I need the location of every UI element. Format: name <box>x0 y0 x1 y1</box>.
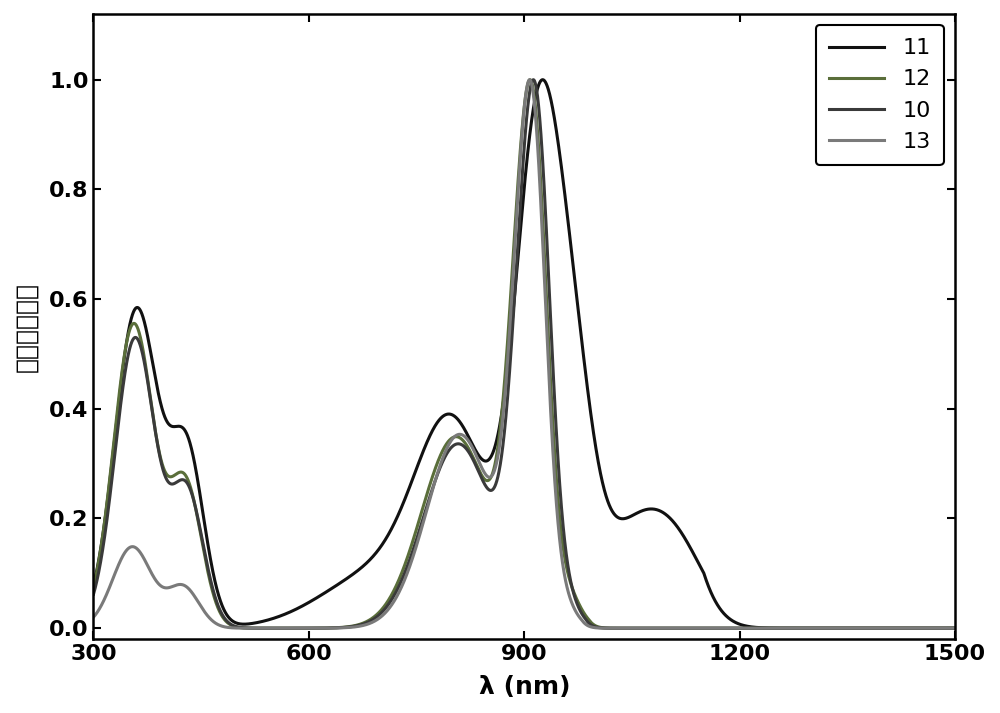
12 <box>880 624 892 632</box>
10 <box>949 624 961 632</box>
Line: 10: 10 <box>93 80 955 628</box>
10 <box>923 624 935 632</box>
13 <box>87 613 99 622</box>
13 <box>456 431 468 439</box>
11 <box>923 624 935 632</box>
Line: 12: 12 <box>93 80 955 628</box>
10 <box>880 624 892 632</box>
13 <box>449 431 461 440</box>
X-axis label: λ (nm): λ (nm) <box>479 675 570 699</box>
13 <box>880 624 892 632</box>
10 <box>497 442 509 451</box>
10 <box>449 440 461 448</box>
10 <box>714 624 726 632</box>
11 <box>456 421 468 430</box>
13 <box>714 624 726 632</box>
12 <box>714 624 726 632</box>
12 <box>949 624 961 632</box>
11 <box>949 624 961 632</box>
10 <box>87 590 99 598</box>
11 <box>497 401 509 410</box>
Line: 11: 11 <box>93 80 955 628</box>
12 <box>456 436 468 444</box>
Y-axis label: 归一化吸收率: 归一化吸收率 <box>14 282 38 371</box>
12 <box>87 583 99 591</box>
Legend: 11, 12, 10, 13: 11, 12, 10, 13 <box>816 25 944 165</box>
Line: 13: 13 <box>93 80 955 628</box>
11 <box>537 76 549 84</box>
11 <box>87 581 99 590</box>
13 <box>524 76 536 84</box>
12 <box>923 624 935 632</box>
12 <box>497 398 509 406</box>
13 <box>949 624 961 632</box>
10 <box>456 441 468 449</box>
13 <box>497 414 509 422</box>
12 <box>449 433 461 441</box>
11 <box>880 624 892 632</box>
10 <box>527 76 539 84</box>
13 <box>923 624 935 632</box>
11 <box>449 413 461 421</box>
12 <box>524 76 536 84</box>
11 <box>714 604 726 612</box>
